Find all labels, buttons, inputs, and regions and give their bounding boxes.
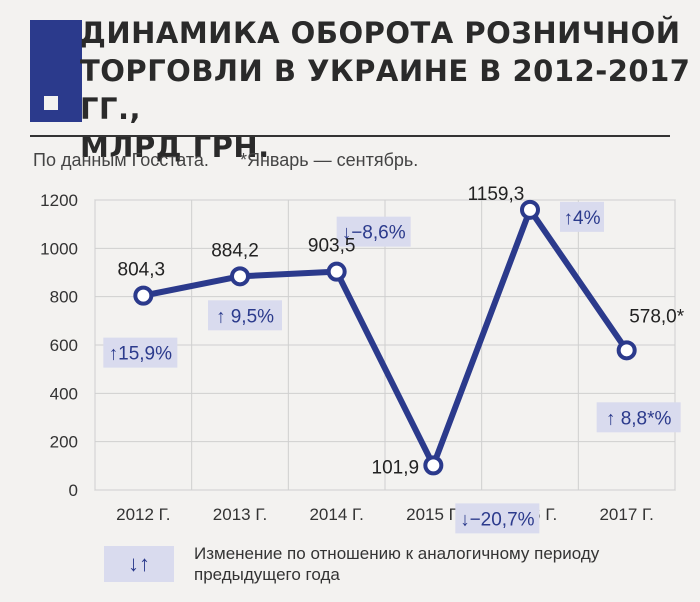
x-tick-label: 2017 Г. bbox=[599, 505, 653, 524]
legend-symbol-box: ↓↑ bbox=[104, 546, 174, 582]
change-badge bbox=[336, 216, 411, 247]
x-tick-label: 2012 Г. bbox=[116, 505, 170, 524]
footnote-text: *Январь — сентябрь. bbox=[239, 150, 419, 170]
title-divider bbox=[30, 135, 670, 137]
data-label: 804,3 bbox=[118, 260, 166, 281]
data-point bbox=[230, 266, 250, 287]
data-label: 903,5 bbox=[308, 236, 356, 257]
data-label: 101,9 bbox=[372, 457, 420, 478]
change-badge bbox=[208, 300, 282, 331]
change-badge-label: ↑4% bbox=[564, 208, 601, 229]
y-tick-label: 1000 bbox=[40, 239, 78, 258]
data-label: 1159,3 bbox=[468, 184, 525, 205]
data-point bbox=[133, 285, 154, 306]
x-tick-label: 2015 Г. bbox=[406, 505, 460, 524]
source-text: По данным Госстата. bbox=[33, 150, 209, 170]
y-tick-label: 600 bbox=[50, 336, 78, 355]
change-badge bbox=[596, 402, 681, 433]
x-tick-label: 2014 Г. bbox=[309, 505, 363, 524]
change-badge bbox=[455, 503, 540, 534]
series-line bbox=[140, 206, 630, 469]
change-badge bbox=[103, 337, 178, 368]
legend-text: Изменение по отношению к аналогичному пе… bbox=[194, 544, 600, 584]
data-point bbox=[616, 340, 637, 361]
y-tick-label: 200 bbox=[50, 433, 78, 452]
title-accent-square bbox=[44, 96, 58, 110]
title-line-1: ДИНАМИКА ОБОРОТА РОЗНИЧНОЙ bbox=[80, 16, 681, 50]
data-point bbox=[423, 455, 444, 476]
data-point bbox=[326, 261, 347, 282]
change-badge-label: ↑15,9% bbox=[109, 344, 172, 365]
data-label: 884,2 bbox=[211, 240, 259, 261]
change-badge-label: ↓−20,7% bbox=[460, 509, 535, 530]
y-tick-label: 0 bbox=[69, 481, 78, 500]
source-line: По данным Госстата. *Январь — сентябрь. bbox=[33, 150, 418, 171]
y-tick-label: 1200 bbox=[40, 191, 78, 210]
change-badge-label: ↑ 8,8*% bbox=[606, 408, 672, 429]
y-tick-label: 400 bbox=[50, 384, 78, 403]
x-tick-label: 2013 Г. bbox=[213, 505, 267, 524]
data-label: 578,0* bbox=[629, 306, 685, 327]
change-badge-label: ↑ 9,5% bbox=[216, 306, 274, 327]
legend-symbols: ↓↑ bbox=[128, 551, 150, 576]
title-line-2: ТОРГОВЛИ В УКРАИНЕ В 2012-2017 ГГ., bbox=[80, 54, 691, 126]
change-badge-label: ↓−8,6% bbox=[342, 223, 406, 244]
change-badge bbox=[560, 201, 604, 232]
data-point bbox=[520, 199, 540, 220]
y-tick-label: 800 bbox=[50, 288, 78, 307]
